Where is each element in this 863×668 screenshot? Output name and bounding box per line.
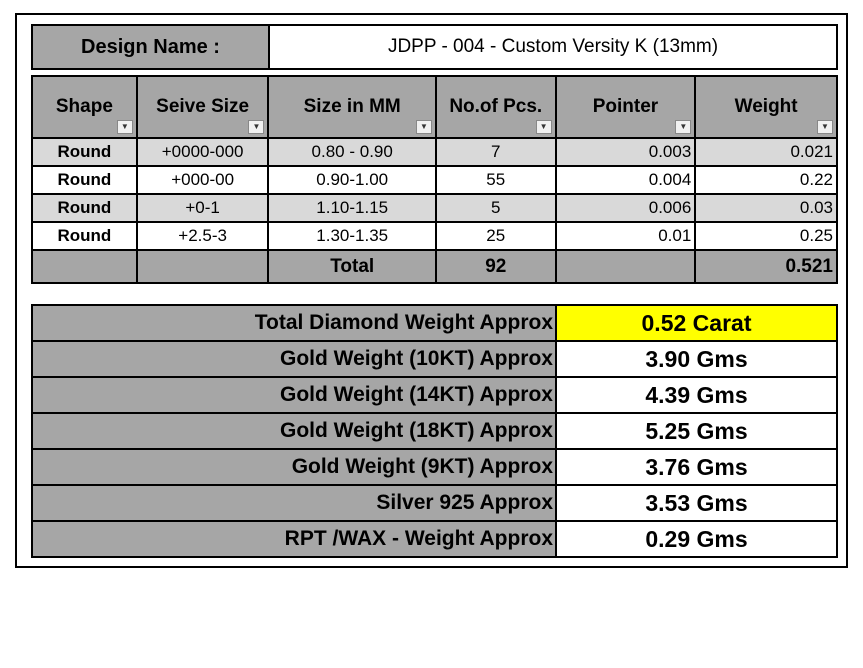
summary-label[interactable]: RPT /WAX - Weight Approx (31, 520, 557, 558)
cell-empty[interactable] (135, 249, 270, 284)
cell-weight[interactable]: 0.021 (694, 137, 838, 167)
col-header-seive-size[interactable]: Seive Size ▼ (135, 75, 270, 139)
dropdown-arrow-icon[interactable]: ▼ (675, 120, 692, 134)
summary-row: RPT /WAX - Weight Approx 0.29 Gms (31, 520, 838, 558)
summary-row: Total Diamond Weight Approx 0.52 Carat (31, 304, 838, 342)
total-pcs[interactable]: 92 (434, 249, 557, 284)
table-row: Round +000-00 0.90-1.00 55 0.004 0.22 (31, 165, 838, 195)
cell-shape[interactable]: Round (31, 221, 138, 251)
summary-value[interactable]: 0.29 Gms (555, 520, 838, 558)
cell-pcs[interactable]: 5 (434, 193, 557, 223)
cell-shape[interactable]: Round (31, 193, 138, 223)
cell-pointer[interactable]: 0.003 (554, 137, 697, 167)
cell-pcs[interactable]: 55 (434, 165, 557, 195)
dropdown-arrow-icon[interactable]: ▼ (248, 120, 265, 134)
cell-seive[interactable]: +0-1 (135, 193, 270, 223)
cell-size-mm[interactable]: 0.90-1.00 (267, 165, 437, 195)
cell-shape[interactable]: Round (31, 137, 138, 167)
summary-value[interactable]: 0.52 Carat (555, 304, 838, 342)
design-name-table: Design Name : JDPP - 004 - Custom Versit… (31, 24, 838, 70)
dropdown-arrow-icon[interactable]: ▼ (817, 120, 833, 134)
cell-pointer[interactable]: 0.004 (554, 165, 697, 195)
summary-value[interactable]: 3.90 Gms (555, 340, 838, 378)
cell-seive[interactable]: +2.5-3 (135, 221, 270, 251)
summary-label[interactable]: Gold Weight (10KT) Approx (31, 340, 557, 378)
cell-weight[interactable]: 0.22 (694, 165, 838, 195)
cell-seive[interactable]: +000-00 (135, 165, 270, 195)
dropdown-arrow-icon[interactable]: ▼ (116, 120, 133, 134)
col-header-shape[interactable]: Shape ▼ (31, 75, 138, 139)
header-row: Shape ▼ Seive Size ▼ Size in MM ▼ No.of Pcs… (31, 75, 838, 139)
summary-value[interactable]: 3.76 Gms (555, 448, 838, 486)
weight-summary-table: Total Diamond Weight Approx 0.52 Carat G… (31, 304, 838, 558)
summary-label[interactable]: Total Diamond Weight Approx (31, 304, 557, 342)
summary-label[interactable]: Gold Weight (18KT) Approx (31, 412, 557, 450)
col-header-pcs[interactable]: No.of Pcs. ▼ (434, 75, 557, 139)
summary-row: Gold Weight (18KT) Approx 5.25 Gms (31, 412, 838, 450)
total-weight[interactable]: 0.521 (694, 249, 838, 284)
summary-row: Silver 925 Approx 3.53 Gms (31, 484, 838, 522)
summary-value[interactable]: 5.25 Gms (555, 412, 838, 450)
summary-value[interactable]: 3.53 Gms (555, 484, 838, 522)
cell-size-mm[interactable]: 0.80 - 0.90 (267, 137, 437, 167)
table-row: Round +2.5-3 1.30-1.35 25 0.01 0.25 (31, 221, 838, 251)
col-header-size-mm[interactable]: Size in MM ▼ (267, 75, 437, 139)
cell-pointer[interactable]: 0.01 (554, 221, 697, 251)
spec-sheet: Design Name : JDPP - 004 - Custom Versit… (15, 13, 848, 568)
summary-label[interactable]: Gold Weight (14KT) Approx (31, 376, 557, 414)
cell-pcs[interactable]: 7 (434, 137, 557, 167)
design-name-value[interactable]: JDPP - 004 - Custom Versity K (13mm) (268, 24, 838, 70)
summary-label[interactable]: Silver 925 Approx (31, 484, 557, 522)
dropdown-arrow-icon[interactable]: ▼ (415, 120, 432, 134)
cell-size-mm[interactable]: 1.30-1.35 (267, 221, 437, 251)
total-label[interactable]: Total (267, 249, 437, 284)
cell-pointer[interactable]: 0.006 (554, 193, 697, 223)
cell-empty[interactable] (554, 249, 697, 284)
cell-seive[interactable]: +0000-000 (135, 137, 270, 167)
cell-weight[interactable]: 0.03 (694, 193, 838, 223)
summary-row: Gold Weight (14KT) Approx 4.39 Gms (31, 376, 838, 414)
summary-row: Gold Weight (9KT) Approx 3.76 Gms (31, 448, 838, 486)
table-row: Round +0-1 1.10-1.15 5 0.006 0.03 (31, 193, 838, 223)
cell-weight[interactable]: 0.25 (694, 221, 838, 251)
summary-value[interactable]: 4.39 Gms (555, 376, 838, 414)
col-header-pointer[interactable]: Pointer ▼ (554, 75, 697, 139)
design-name-label: Design Name : (31, 24, 270, 70)
summary-row: Gold Weight (10KT) Approx 3.90 Gms (31, 340, 838, 378)
cell-size-mm[interactable]: 1.10-1.15 (267, 193, 437, 223)
summary-label[interactable]: Gold Weight (9KT) Approx (31, 448, 557, 486)
stone-details-table: Shape ▼ Seive Size ▼ Size in MM ▼ No.of Pcs… (31, 75, 838, 284)
total-row: Total 92 0.521 (31, 249, 838, 284)
cell-shape[interactable]: Round (31, 165, 138, 195)
funnel-icon[interactable]: ▼ (535, 120, 552, 134)
cell-empty[interactable] (31, 249, 138, 284)
col-header-weight[interactable]: Weight ▼ (694, 75, 838, 139)
table-row: Round +0000-000 0.80 - 0.90 7 0.003 0.02… (31, 137, 838, 167)
cell-pcs[interactable]: 25 (434, 221, 557, 251)
